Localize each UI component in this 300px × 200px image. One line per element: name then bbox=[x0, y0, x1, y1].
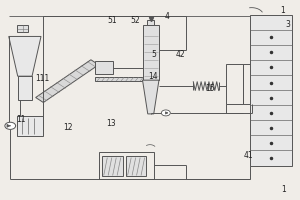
Bar bbox=[102, 156, 122, 176]
Bar bbox=[125, 156, 146, 176]
Bar bbox=[99, 152, 154, 179]
Bar bbox=[95, 77, 142, 81]
Text: 1: 1 bbox=[280, 6, 285, 15]
Text: 15: 15 bbox=[205, 84, 215, 93]
Polygon shape bbox=[9, 36, 41, 76]
Text: 111: 111 bbox=[35, 74, 49, 83]
Text: 42: 42 bbox=[176, 50, 185, 59]
Bar bbox=[148, 20, 154, 25]
Polygon shape bbox=[142, 80, 159, 114]
Text: 52: 52 bbox=[130, 16, 140, 25]
Text: 12: 12 bbox=[63, 123, 73, 132]
Text: 13: 13 bbox=[107, 119, 116, 128]
Text: 1: 1 bbox=[281, 185, 286, 194]
Text: 5: 5 bbox=[152, 50, 156, 59]
Polygon shape bbox=[36, 60, 99, 102]
Text: 41: 41 bbox=[244, 151, 254, 160]
Bar bbox=[17, 25, 28, 32]
Circle shape bbox=[5, 122, 16, 129]
Bar bbox=[226, 64, 243, 104]
Circle shape bbox=[97, 63, 110, 72]
Text: 3: 3 bbox=[286, 20, 291, 29]
Bar bbox=[17, 116, 43, 136]
Text: 51: 51 bbox=[108, 16, 117, 25]
Text: 4: 4 bbox=[165, 12, 170, 21]
Bar bbox=[95, 61, 113, 74]
Bar bbox=[250, 15, 292, 166]
Bar bbox=[142, 25, 159, 80]
Circle shape bbox=[161, 110, 170, 116]
Text: 11: 11 bbox=[16, 115, 26, 124]
Bar bbox=[18, 76, 32, 100]
Circle shape bbox=[20, 27, 26, 30]
Text: 14: 14 bbox=[148, 72, 158, 81]
